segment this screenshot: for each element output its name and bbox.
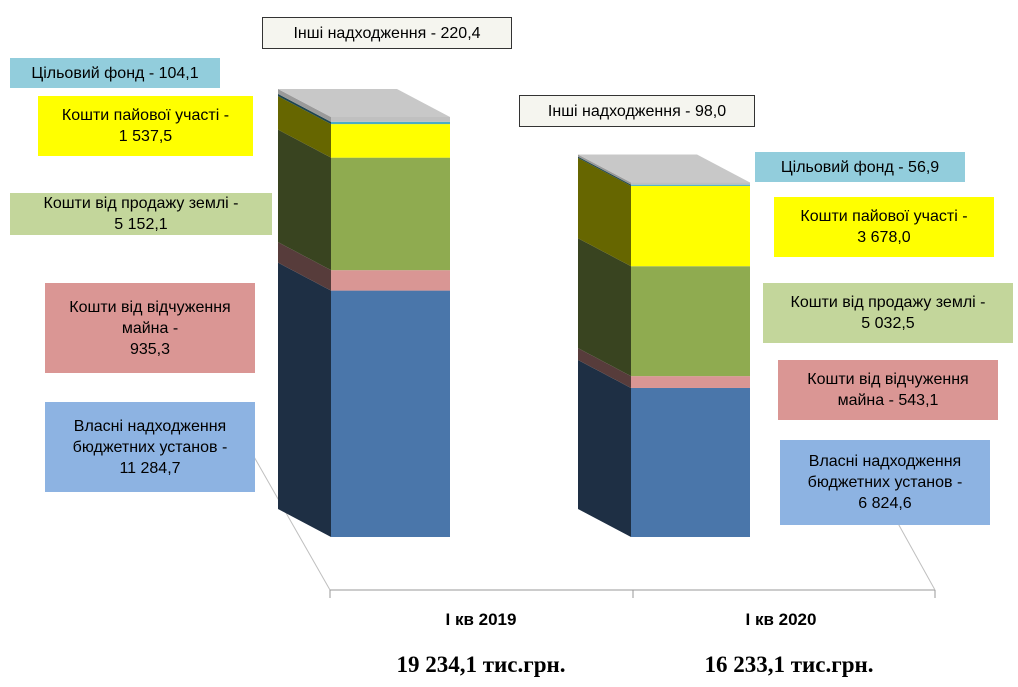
bar bbox=[331, 121, 450, 125]
bar bbox=[631, 185, 750, 267]
bar bbox=[331, 124, 450, 158]
bar-side bbox=[278, 129, 331, 271]
bar-side bbox=[278, 96, 331, 158]
data-label: Цільовий фонд - 104,1 bbox=[10, 58, 220, 88]
data-label: Кошти від продажу землі - 5 152,1 bbox=[10, 193, 272, 235]
bar bbox=[331, 117, 450, 122]
data-label: Кошти від відчуження майна - 935,3 bbox=[45, 283, 255, 373]
bar-side bbox=[278, 93, 331, 125]
data-label: Кошти від продажу землі - 5 032,5 bbox=[763, 283, 1013, 343]
bar-side bbox=[578, 238, 631, 377]
bar bbox=[631, 184, 750, 186]
bar bbox=[331, 270, 450, 291]
bar-side bbox=[578, 156, 631, 186]
bar-side bbox=[278, 242, 331, 291]
bar bbox=[631, 376, 750, 388]
bar bbox=[631, 387, 750, 537]
bar-side bbox=[278, 89, 331, 122]
data-label: Цільовий фонд - 56,9 bbox=[755, 152, 965, 182]
x-tick-label: І кв 2019 bbox=[445, 610, 517, 629]
bar bbox=[331, 157, 450, 271]
data-label: Власні надходження бюджетних установ - 1… bbox=[45, 402, 255, 492]
x-tick-label: І кв 2020 bbox=[745, 610, 817, 629]
floor-edge bbox=[252, 454, 331, 591]
total-label: 19 234,1 тис.грн. bbox=[396, 652, 566, 677]
total-label: 16 233,1 тис.грн. bbox=[704, 652, 874, 677]
data-label: Інші надходження - 98,0 bbox=[519, 95, 755, 127]
data-label: Кошти пайової участі - 3 678,0 bbox=[774, 197, 994, 257]
bar-side bbox=[578, 154, 631, 185]
data-label: Кошти від відчуження майна - 543,1 bbox=[778, 360, 998, 420]
bar-side bbox=[578, 359, 631, 537]
bar bbox=[631, 182, 750, 185]
bar-top bbox=[278, 89, 450, 117]
bar-side bbox=[278, 262, 331, 537]
data-label: Інші надходження - 220,4 bbox=[262, 17, 512, 49]
bar-top bbox=[578, 154, 750, 183]
data-label: Власні надходження бюджетних установ - 6… bbox=[780, 440, 990, 525]
bar bbox=[331, 290, 450, 537]
data-label: Кошти пайової участі - 1 537,5 bbox=[38, 96, 253, 156]
bar bbox=[631, 266, 750, 377]
bar-side bbox=[578, 348, 631, 388]
bar-side bbox=[578, 157, 631, 267]
